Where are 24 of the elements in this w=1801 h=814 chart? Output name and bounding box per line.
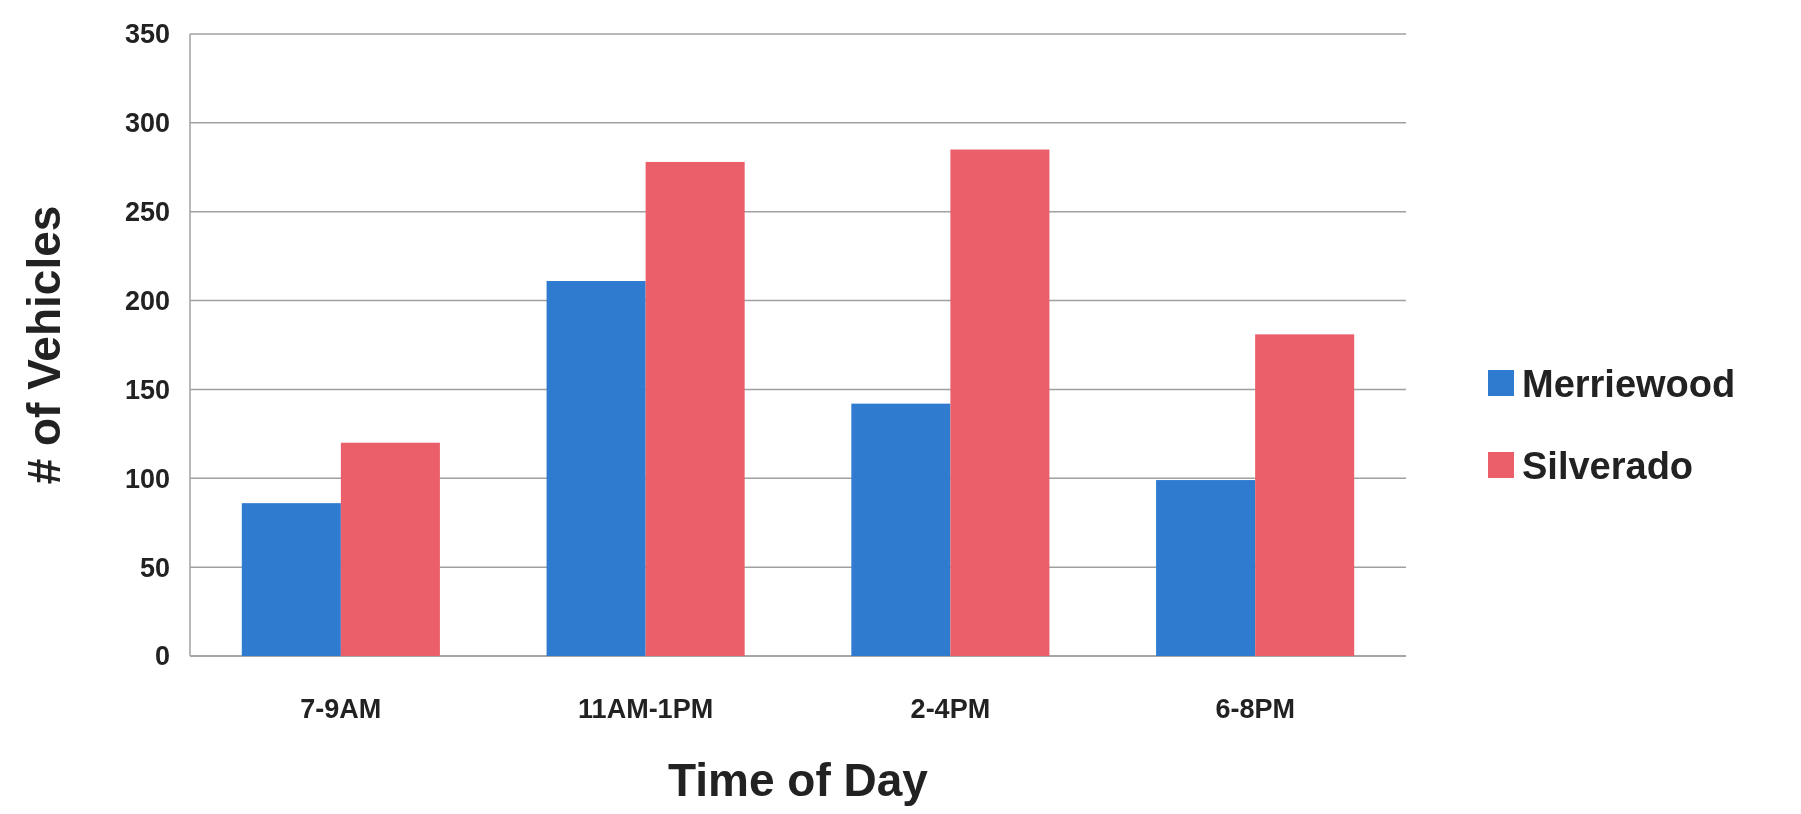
x-axis-title: Time of Day xyxy=(668,754,929,806)
y-tick-label: 300 xyxy=(124,108,170,139)
y-axis-title: # of Vehicles xyxy=(18,205,70,485)
x-tick-label: 11AM-1PM xyxy=(578,694,714,724)
y-tick-label: 250 xyxy=(124,197,170,228)
bar xyxy=(546,281,646,656)
x-tick-label: 6-8PM xyxy=(1215,694,1295,724)
y-tick-label: 0 xyxy=(154,641,170,672)
y-tick-label: 50 xyxy=(139,552,170,583)
y-tick-label: 350 xyxy=(124,19,170,50)
y-tick-label: 150 xyxy=(124,374,170,405)
bar xyxy=(1156,480,1256,656)
bar xyxy=(645,161,745,656)
bar xyxy=(851,403,951,656)
bar xyxy=(1255,334,1355,656)
bar xyxy=(950,149,1050,656)
y-tick-label: 100 xyxy=(124,463,170,494)
y-tick-label: 200 xyxy=(124,286,170,317)
x-tick-label: 2-4PM xyxy=(910,694,991,724)
bar xyxy=(340,442,440,656)
legend-label: Merriewood xyxy=(1522,362,1736,405)
x-tick-label: 7-9AM xyxy=(300,694,382,724)
bar xyxy=(241,503,341,656)
legend-label: Silverado xyxy=(1522,444,1694,487)
